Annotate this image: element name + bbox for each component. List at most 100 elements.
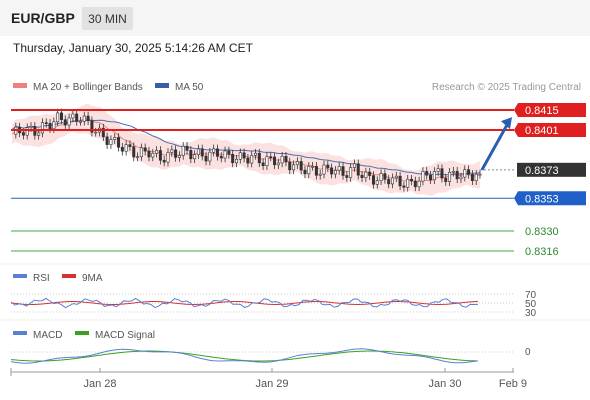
candle: [215, 148, 219, 157]
target-label: 0.8330: [525, 226, 559, 238]
candle: [78, 120, 82, 123]
candle: [360, 174, 364, 178]
macd-panel: [10, 348, 514, 364]
rsi-legend-swatch: [13, 274, 27, 278]
candle: [276, 162, 280, 166]
candle: [25, 127, 29, 136]
candle: [398, 175, 402, 187]
candle: [181, 145, 185, 156]
candle: [193, 154, 197, 160]
macd-signal-legend-label: MACD Signal: [95, 330, 155, 341]
x-axis: Jan 28 Jan 29 Jan 30 Feb 9: [10, 368, 527, 390]
bollinger-band: [12, 103, 480, 196]
candle: [467, 169, 471, 175]
candle: [394, 175, 398, 179]
candle: [109, 139, 113, 145]
timeframe-button[interactable]: 30 MIN: [82, 7, 133, 30]
support-tag: [514, 191, 586, 206]
candle: [265, 156, 269, 167]
candle: [86, 115, 90, 122]
candle: [105, 136, 109, 145]
candle: [261, 162, 265, 167]
candle: [349, 167, 353, 178]
candle: [451, 170, 455, 173]
candle: [333, 170, 337, 175]
candle: [44, 122, 48, 124]
candle: [162, 159, 166, 163]
rsi-line: [10, 297, 479, 309]
candle: [124, 144, 128, 152]
current-price-label: 0.8373: [525, 165, 559, 177]
candle: [390, 177, 394, 185]
ma20-legend-swatch: [13, 83, 27, 88]
candle: [455, 170, 459, 180]
candle: [288, 161, 292, 171]
candle: [231, 154, 235, 164]
macd-legend-swatch: [13, 331, 27, 335]
candle: [155, 150, 159, 154]
macd-signal-legend-swatch: [75, 331, 89, 335]
candle: [387, 179, 391, 185]
candle: [345, 175, 349, 178]
rsi-tick-30: 30: [525, 308, 537, 319]
candle: [185, 145, 189, 151]
resistance-label: 0.8415: [525, 105, 559, 117]
candle: [208, 151, 212, 162]
forecast-arrow-shaft: [480, 122, 510, 171]
macd-tick-0: 0: [525, 347, 531, 358]
macd-signal-line: [10, 350, 479, 362]
candle: [307, 166, 311, 175]
candle: [273, 156, 277, 166]
candle: [314, 165, 318, 176]
candle: [280, 155, 284, 164]
candle: [166, 152, 170, 163]
candle: [299, 161, 303, 171]
x-tick-label: Jan 29: [255, 378, 288, 390]
candle: [143, 147, 147, 152]
candle: [417, 180, 421, 188]
candle: [136, 156, 140, 158]
candle: [368, 171, 372, 176]
candle: [227, 150, 231, 155]
candle: [326, 164, 330, 169]
candle: [375, 180, 379, 185]
candle: [284, 155, 288, 163]
candle: [246, 157, 250, 164]
macd-legend-label: MACD: [33, 330, 62, 341]
macd-line: [10, 348, 479, 364]
candle: [128, 144, 132, 147]
candle: [322, 164, 326, 175]
candle: [421, 171, 425, 182]
candle: [48, 123, 52, 130]
candle: [174, 149, 178, 158]
candle: [379, 173, 383, 182]
candle: [101, 127, 105, 138]
ma50-line: [11, 119, 481, 176]
candle: [341, 166, 345, 176]
candle: [94, 131, 98, 134]
candle: [219, 156, 223, 159]
candle: [478, 173, 482, 176]
candle: [37, 132, 41, 136]
ma50-legend-swatch: [155, 83, 169, 88]
candle: [82, 115, 86, 122]
forecast-arrow-head: [501, 117, 512, 130]
candle: [292, 164, 296, 171]
rsi-legend-label: RSI: [33, 273, 50, 284]
resistance-tag: [514, 103, 586, 117]
candle: [295, 161, 299, 166]
rsi-ma-legend-label: 9MA: [82, 273, 103, 284]
candle: [269, 156, 273, 159]
candle: [29, 126, 33, 128]
credit-label: Research © 2025 Trading Central: [432, 82, 581, 93]
candle: [56, 112, 60, 123]
rsi-tick-70: 70: [525, 290, 537, 301]
candle: [59, 112, 63, 120]
x-tick-label: Jan 30: [428, 378, 461, 390]
candle: [189, 150, 193, 160]
candle: [242, 152, 246, 159]
candle: [337, 166, 341, 171]
candle: [177, 155, 181, 158]
rsi-panel: [10, 293, 514, 313]
candle: [117, 137, 121, 148]
